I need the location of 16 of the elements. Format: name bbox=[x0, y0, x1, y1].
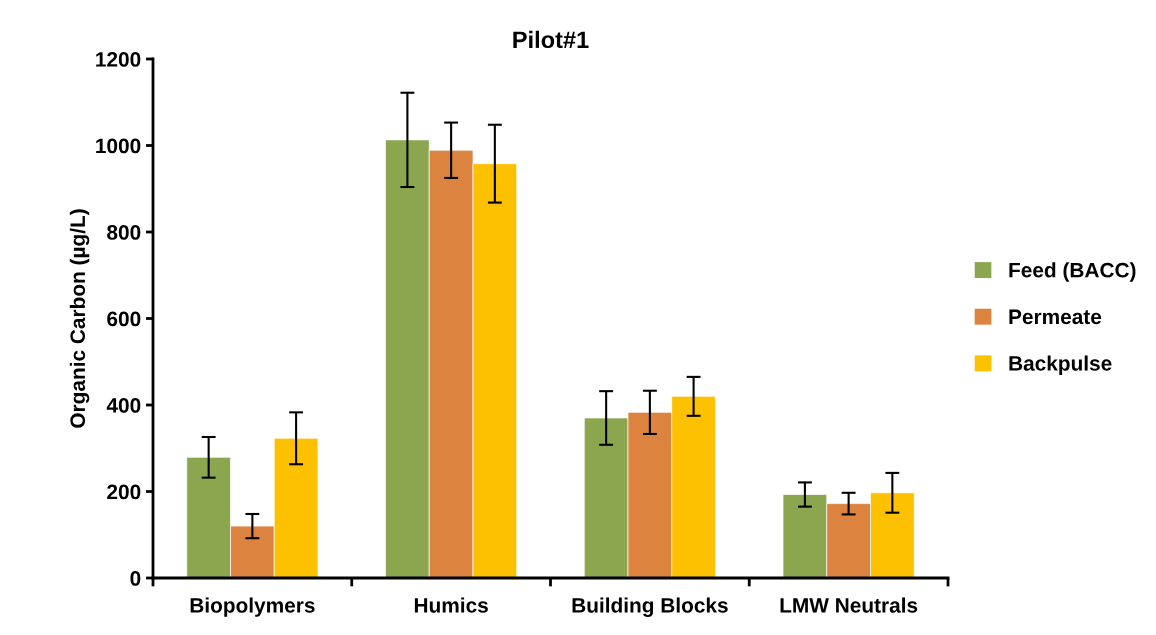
y-tick-label: 1200 bbox=[96, 52, 141, 67]
x-tick-label: LMW Neutrals bbox=[780, 597, 918, 613]
y-tick-label: 200 bbox=[107, 484, 141, 500]
legend-label: Feed (BACC) bbox=[1009, 262, 1136, 282]
y-tick-label: 400 bbox=[106, 398, 141, 413]
y-tick-label: 0 bbox=[130, 571, 141, 586]
y-tick-label: 600 bbox=[107, 311, 141, 327]
y-axis-title: Organic Carbon (µg/L) bbox=[69, 209, 90, 428]
x-tick-label: Humics bbox=[414, 597, 488, 613]
x-tick-label: Building Blocks bbox=[572, 597, 728, 617]
y-tick-label: 800 bbox=[107, 225, 141, 240]
legend-label: Backpulse bbox=[1009, 355, 1112, 375]
legend-label: Permeate bbox=[1009, 309, 1102, 325]
y-tick-label: 1000 bbox=[96, 138, 141, 154]
chart-title: Pilot#1 bbox=[513, 30, 589, 49]
x-tick-label: Biopolymers bbox=[190, 597, 315, 617]
